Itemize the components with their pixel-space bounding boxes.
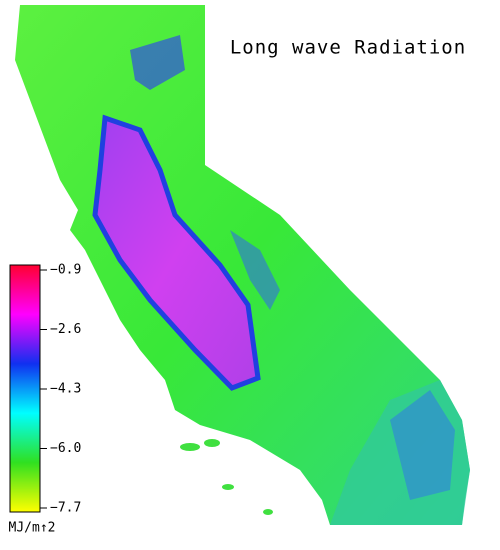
map-title: Long wave Radiation (230, 37, 466, 59)
islands (180, 439, 273, 515)
tick-label: −6.0 (50, 441, 81, 456)
central-valley (92, 114, 261, 391)
tick-label: −7.7 (50, 501, 81, 516)
tick-label: −2.6 (50, 322, 81, 337)
tick-label: −4.3 (50, 382, 81, 397)
colorbar-unit: MJ/m↑2 (9, 521, 56, 536)
tick-label: −0.9 (50, 263, 81, 278)
colorbar (9, 264, 41, 513)
state-outline (15, 5, 470, 525)
